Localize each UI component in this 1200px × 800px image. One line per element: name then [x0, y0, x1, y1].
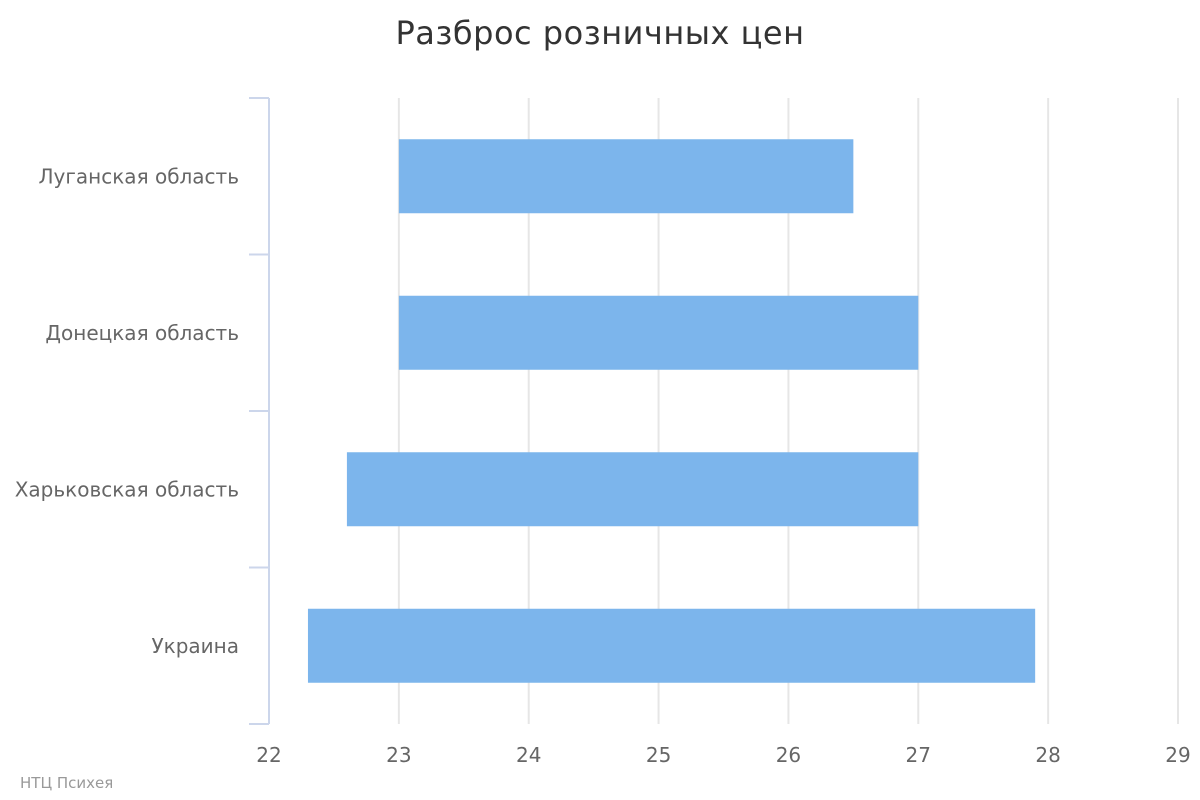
category-label: Харьковская область: [15, 477, 239, 501]
x-tick-label: 24: [516, 743, 541, 767]
chart-title: Разброс розничных цен: [395, 14, 805, 52]
bar-3[interactable]: [307, 608, 1036, 683]
x-tick-label: 26: [776, 743, 801, 767]
bar-1[interactable]: [398, 295, 919, 370]
x-tick-label: 29: [1165, 743, 1190, 767]
category-label: Украина: [151, 634, 239, 658]
x-tick-label: 23: [386, 743, 411, 767]
bar-2[interactable]: [346, 452, 919, 527]
bar-0[interactable]: [398, 139, 854, 214]
x-tick-label: 27: [906, 743, 931, 767]
category-label: Луганская область: [39, 164, 239, 188]
x-tick-label: 22: [256, 743, 281, 767]
x-tick-label: 28: [1035, 743, 1060, 767]
credits-link[interactable]: НТЦ Психея: [20, 774, 114, 792]
x-tick-label: 25: [646, 743, 671, 767]
category-label: Донецкая область: [45, 321, 239, 345]
